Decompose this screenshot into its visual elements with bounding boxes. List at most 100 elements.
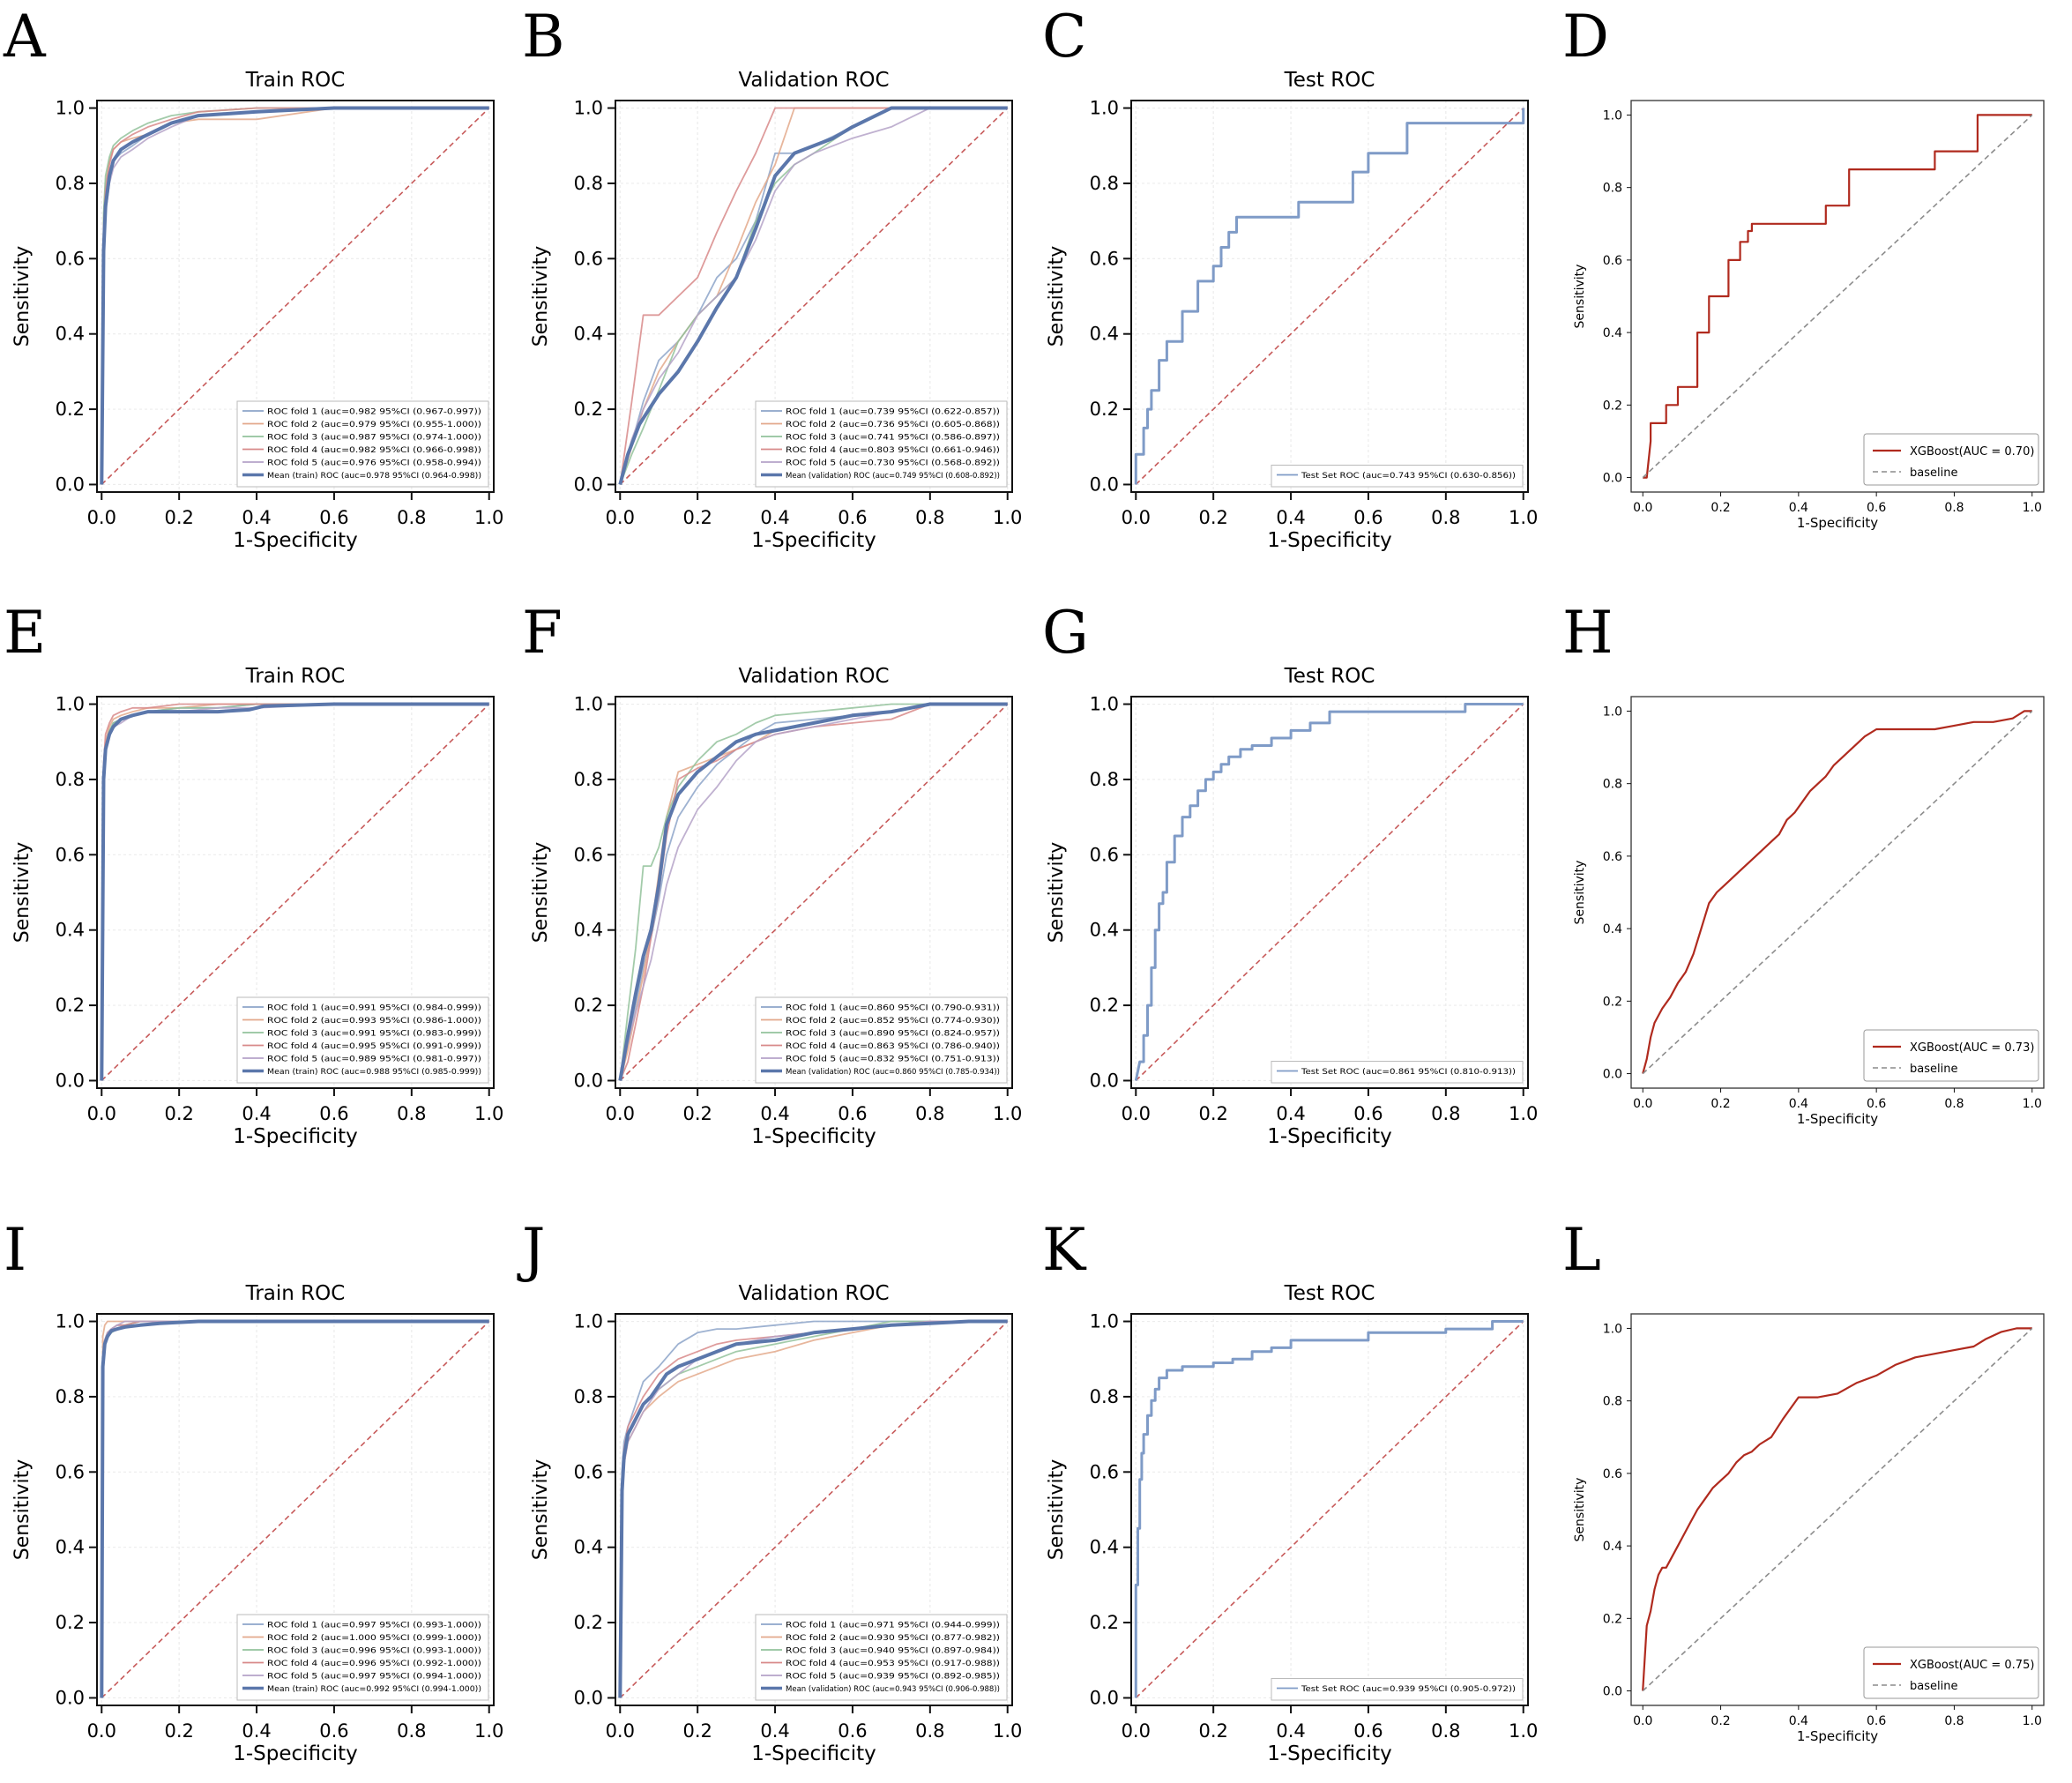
x-tick-label: 0.2	[1198, 507, 1227, 528]
legend-entry: ROC fold 3 (auc=0.987 95%CI (0.974-1.000…	[267, 434, 481, 443]
chart-title: Test ROC	[1284, 1282, 1375, 1305]
x-tick-label: 0.8	[1431, 1103, 1460, 1124]
roc-line-1	[1134, 108, 1525, 485]
legend-entry: ROC fold 4 (auc=0.995 95%CI (0.991-0.999…	[267, 1042, 481, 1051]
legend: ROC fold 1 (auc=0.739 95%CI (0.622-0.857…	[755, 400, 1008, 488]
y-tick-label: 0.6	[574, 248, 603, 269]
x-tick-label: 0.4	[760, 1720, 789, 1742]
y-axis-label: Sensitivity	[1046, 246, 1068, 347]
legend-entry: Mean (train) ROC (auc=0.978 95%CI (0.964…	[267, 472, 481, 481]
x-tick-label: 0.6	[838, 507, 867, 528]
y-tick-label: 0.4	[574, 920, 603, 941]
x-tick-label: 0.8	[1431, 507, 1460, 528]
x-tick-label: 1.0	[993, 1720, 1022, 1742]
x-tick-label: 0.4	[1276, 507, 1305, 528]
x-tick-label: 0.6	[838, 1103, 867, 1124]
legend-entry: ROC fold 2 (auc=0.979 95%CI (0.955-1.000…	[267, 421, 481, 429]
x-tick-label: 0.4	[1276, 1103, 1305, 1124]
legend: ROC fold 1 (auc=0.991 95%CI (0.984-0.999…	[236, 996, 489, 1084]
x-tick-label: 0.4	[1789, 1714, 1808, 1728]
legend-entry: ROC fold 1 (auc=0.991 95%CI (0.984-0.999…	[267, 1004, 481, 1013]
x-tick-label: 0.8	[915, 507, 944, 528]
x-tick-label: 0.2	[682, 1720, 712, 1742]
panel-letter-g: G	[1042, 599, 1089, 667]
y-tick-label: 0.0	[1090, 474, 1119, 495]
chart-title: Validation ROC	[738, 69, 889, 92]
x-tick-label: 0.0	[606, 1103, 635, 1124]
chance-line	[101, 1320, 490, 1699]
legend-entry: ROC fold 2 (auc=0.930 95%CI (0.877-0.982…	[786, 1634, 1000, 1643]
x-tick-label: 0.2	[164, 1103, 193, 1124]
plot-frame	[96, 1313, 495, 1706]
x-tick-label: 0.6	[1353, 507, 1383, 528]
plot-frame	[96, 696, 495, 1089]
x-tick-label: 0.4	[242, 1720, 271, 1742]
roc-line-1	[1643, 114, 2032, 479]
chart-title: Test ROC	[1284, 665, 1375, 688]
y-tick-label: 0.6	[1603, 254, 1622, 268]
y-tick-label: 0.8	[56, 173, 85, 194]
legend-entry: Test Set ROC (auc=0.861 95%CI (0.810-0.9…	[1301, 1068, 1516, 1077]
y-axis-label: Sensitivity	[11, 246, 34, 347]
x-tick-label: 0.4	[1276, 1720, 1305, 1742]
legend-box	[236, 400, 489, 488]
chart-title: Test ROC	[1284, 69, 1375, 92]
panel-f: F 0.00.0 0.2 0.2 0.4 0.4 0.6 0.6 0.8 0.8 1.0 1.0 Val…	[522, 599, 1022, 1148]
x-tick-label: 0.6	[838, 1720, 867, 1742]
legend: ROC fold 1 (auc=0.982 95%CI (0.967-0.997…	[236, 400, 489, 488]
legend-entry: Mean (validation) ROC (auc=0.749 95%CI (…	[786, 472, 1000, 481]
legend-entry: ROC fold 3 (auc=0.940 95%CI (0.897-0.984…	[786, 1647, 1000, 1656]
legend-entry: ROC fold 4 (auc=0.996 95%CI (0.992-1.000…	[267, 1660, 481, 1668]
y-tick-label: 0.6	[1090, 844, 1119, 865]
mean-roc-line	[100, 106, 489, 485]
x-tick-label: 0.0	[87, 1103, 116, 1124]
y-tick-label: 0.0	[1090, 1070, 1119, 1091]
legend-entry: XGBoost(AUC = 0.73)	[1910, 1041, 2034, 1055]
roc-line-1	[1134, 1320, 1524, 1698]
legend-entry: ROC fold 4 (auc=0.803 95%CI (0.661-0.946…	[786, 446, 1000, 455]
legend-entry: ROC fold 2 (auc=1.000 95%CI (0.999-1.000…	[267, 1634, 481, 1643]
x-tick-label: 1.0	[1509, 507, 1538, 528]
y-tick-label: 0.0	[56, 1070, 85, 1091]
y-axis-label: Sensitivity	[1573, 1478, 1587, 1542]
legend: XGBoost(AUC = 0.70) baseline	[1863, 433, 2039, 486]
y-axis-label: Sensitivity	[1573, 861, 1587, 925]
panel-e: E 0.00.0 0.2 0.2 0.4 0.4 0.6 0.6 0.8 0.8 1.0 1.0 Tra…	[4, 599, 503, 1148]
y-tick-label: 0.0	[56, 474, 85, 495]
chart-title: Train ROC	[245, 665, 346, 688]
x-tick-label: 0.2	[1711, 1097, 1730, 1111]
y-tick-label: 0.0	[1090, 1687, 1119, 1708]
y-tick-label: 0.4	[1090, 324, 1119, 345]
x-tick-label: 0.2	[682, 507, 712, 528]
legend-entry: ROC fold 3 (auc=0.996 95%CI (0.993-1.000…	[267, 1647, 481, 1656]
x-tick-label: 0.0	[1122, 1720, 1151, 1742]
plot-frame	[615, 696, 1013, 1089]
x-tick-label: 0.2	[1198, 1720, 1227, 1742]
legend: Test Set ROC (auc=0.939 95%CI (0.905-0.9…	[1271, 1678, 1524, 1701]
baseline-line	[1642, 114, 2033, 479]
y-tick-label: 0.4	[1090, 920, 1119, 941]
legend-entry: ROC fold 3 (auc=0.991 95%CI (0.983-0.999…	[267, 1030, 481, 1039]
mean-roc-line	[100, 1319, 489, 1698]
mean-roc-line	[100, 702, 489, 1081]
x-axis-label: 1-Specificity	[1797, 1111, 1878, 1127]
x-tick-label: 0.6	[1867, 1714, 1886, 1728]
x-axis-label: 1-Specificity	[751, 1742, 876, 1765]
panel-letter-c: C	[1042, 3, 1087, 71]
y-tick-label: 0.4	[574, 324, 603, 345]
y-tick-label: 0.8	[574, 1386, 603, 1407]
y-tick-label: 0.8	[1603, 1395, 1622, 1409]
legend-box	[1863, 1646, 2039, 1699]
y-tick-label: 1.0	[1090, 98, 1119, 119]
y-tick-label: 0.2	[574, 1612, 603, 1633]
y-tick-label: 0.6	[574, 844, 603, 865]
legend-box	[755, 996, 1008, 1084]
y-tick-label: 0.2	[1090, 399, 1119, 420]
legend-entry: ROC fold 3 (auc=0.741 95%CI (0.586-0.897…	[786, 434, 1000, 443]
y-tick-label: 0.4	[56, 324, 85, 345]
y-tick-label: 0.4	[56, 1537, 85, 1558]
legend-entry: Mean (train) ROC (auc=0.992 95%CI (0.994…	[267, 1685, 481, 1694]
panel-letter-b: B	[522, 3, 565, 71]
x-tick-label: 0.2	[164, 1720, 193, 1742]
x-tick-label: 0.8	[1944, 1714, 1964, 1728]
